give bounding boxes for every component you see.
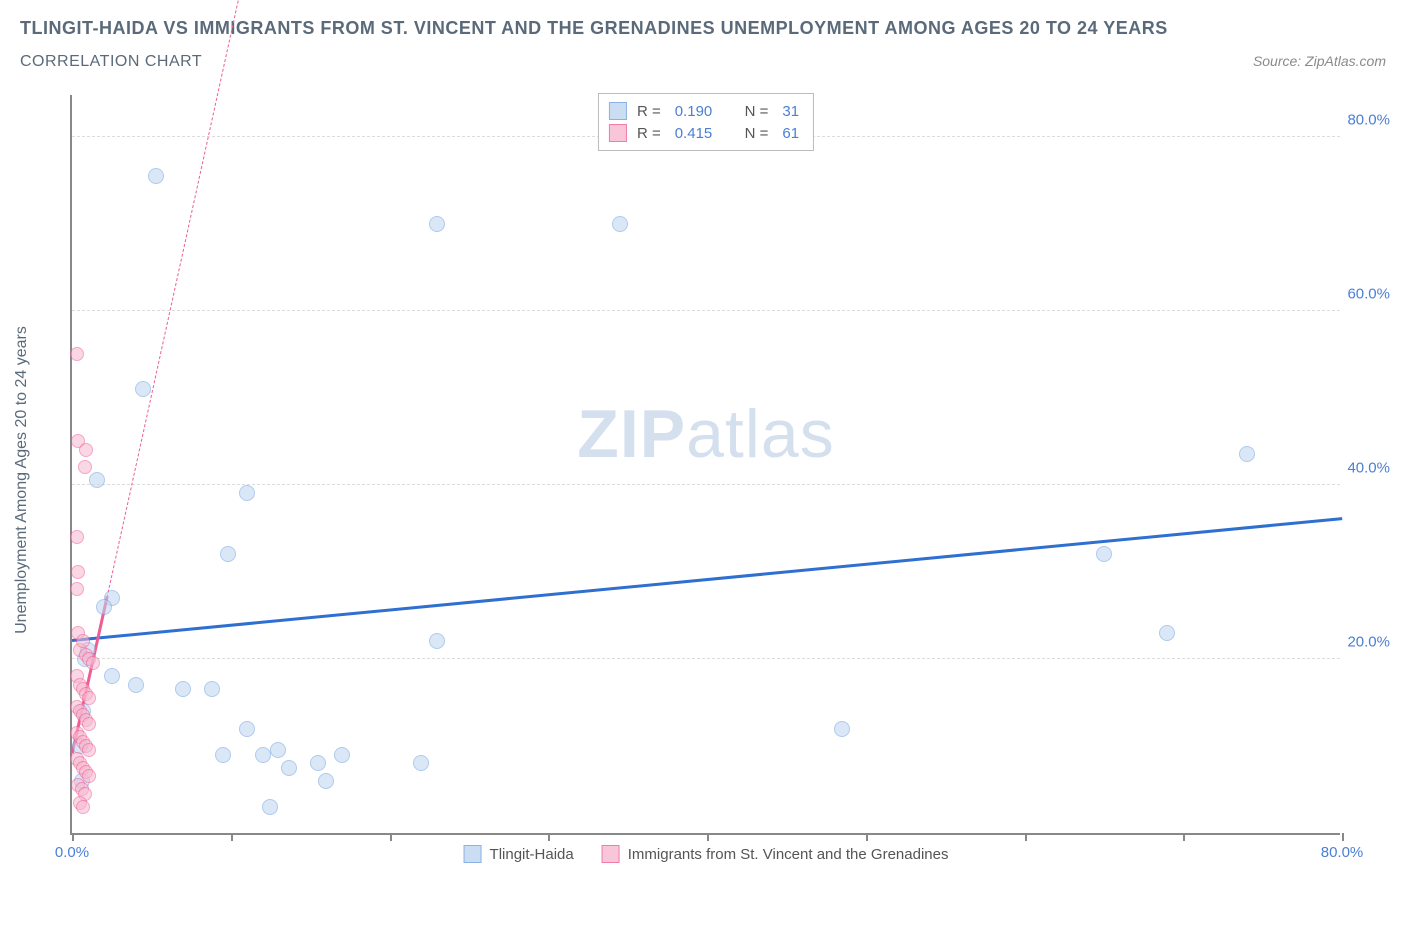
x-tick-label: 0.0% [55, 844, 89, 861]
data-point [281, 760, 297, 776]
data-point [86, 656, 100, 670]
data-point [1239, 446, 1255, 462]
legend-label: Tlingit-Haida [490, 846, 574, 863]
data-point [79, 443, 93, 457]
legend-item: Tlingit-Haida [464, 845, 574, 863]
data-point [334, 747, 350, 763]
data-point [70, 582, 84, 596]
legend-stats-row: R = 0.415 N = 61 [609, 122, 803, 144]
r-value: 0.415 [675, 125, 713, 142]
n-label: N = [745, 125, 769, 142]
x-tick [1183, 833, 1185, 841]
data-point [82, 717, 96, 731]
data-point [239, 721, 255, 737]
legend-stats-row: R = 0.190 N = 31 [609, 100, 803, 122]
gridline-h [72, 310, 1340, 311]
data-point [78, 460, 92, 474]
data-point [220, 546, 236, 562]
y-tick-label: 60.0% [1342, 285, 1390, 302]
legend-swatch [464, 845, 482, 863]
data-point [310, 755, 326, 771]
chart-subtitle: CORRELATION CHART [20, 53, 202, 71]
source-attribution: Source: ZipAtlas.com [1253, 53, 1386, 69]
data-point [76, 800, 90, 814]
data-point [148, 168, 164, 184]
trend-line-series-0 [72, 517, 1342, 641]
data-point [82, 743, 96, 757]
watermark-bold: ZIP [577, 396, 686, 472]
watermark-light: atlas [686, 396, 835, 472]
data-point [128, 677, 144, 693]
scatter-plot: ZIPatlas 20.0%40.0%60.0%80.0%0.0%80.0%R … [70, 95, 1340, 835]
data-point [104, 668, 120, 684]
data-point [89, 472, 105, 488]
data-point [429, 633, 445, 649]
data-point [270, 742, 286, 758]
data-point [413, 755, 429, 771]
x-tick [1025, 833, 1027, 841]
data-point [262, 799, 278, 815]
data-point [71, 565, 85, 579]
header: TLINGIT-HAIDA VS IMMIGRANTS FROM ST. VIN… [0, 0, 1406, 71]
n-value: 61 [782, 125, 799, 142]
chart-title: TLINGIT-HAIDA VS IMMIGRANTS FROM ST. VIN… [20, 18, 1386, 39]
data-point [70, 347, 84, 361]
chart-container: Unemployment Among Ages 20 to 24 years Z… [60, 95, 1380, 865]
legend-swatch [609, 124, 627, 142]
data-point [239, 485, 255, 501]
data-point [204, 681, 220, 697]
x-tick-label: 80.0% [1321, 844, 1364, 861]
r-label: R = [637, 125, 661, 142]
data-point [70, 530, 84, 544]
r-label: R = [637, 103, 661, 120]
data-point [255, 747, 271, 763]
x-tick [231, 833, 233, 841]
x-tick [72, 833, 74, 841]
data-point [1159, 625, 1175, 641]
data-point [96, 599, 112, 615]
y-axis-label: Unemployment Among Ages 20 to 24 years [13, 326, 31, 634]
n-value: 31 [782, 103, 799, 120]
data-point [175, 681, 191, 697]
data-point [135, 381, 151, 397]
x-tick [1342, 833, 1344, 841]
data-point [834, 721, 850, 737]
data-point [215, 747, 231, 763]
x-tick [548, 833, 550, 841]
data-point [1096, 546, 1112, 562]
legend-item: Immigrants from St. Vincent and the Gren… [602, 845, 949, 863]
series-legend: Tlingit-Haida Immigrants from St. Vincent… [464, 845, 949, 863]
x-tick [866, 833, 868, 841]
gridline-h [72, 484, 1340, 485]
data-point [76, 634, 90, 648]
watermark: ZIPatlas [577, 395, 834, 473]
y-tick-label: 80.0% [1342, 111, 1390, 128]
x-tick [390, 833, 392, 841]
legend-swatch [602, 845, 620, 863]
data-point [82, 691, 96, 705]
trend-extension-series-1 [106, 0, 247, 598]
legend-label: Immigrants from St. Vincent and the Gren… [628, 846, 949, 863]
y-tick-label: 20.0% [1342, 633, 1390, 650]
x-tick [707, 833, 709, 841]
correlation-stats-legend: R = 0.190 N = 31 R = 0.415 N = 61 [598, 93, 814, 151]
data-point [612, 216, 628, 232]
data-point [318, 773, 334, 789]
legend-swatch [609, 102, 627, 120]
gridline-h [72, 658, 1340, 659]
y-tick-label: 40.0% [1342, 459, 1390, 476]
n-label: N = [745, 103, 769, 120]
r-value: 0.190 [675, 103, 713, 120]
data-point [429, 216, 445, 232]
